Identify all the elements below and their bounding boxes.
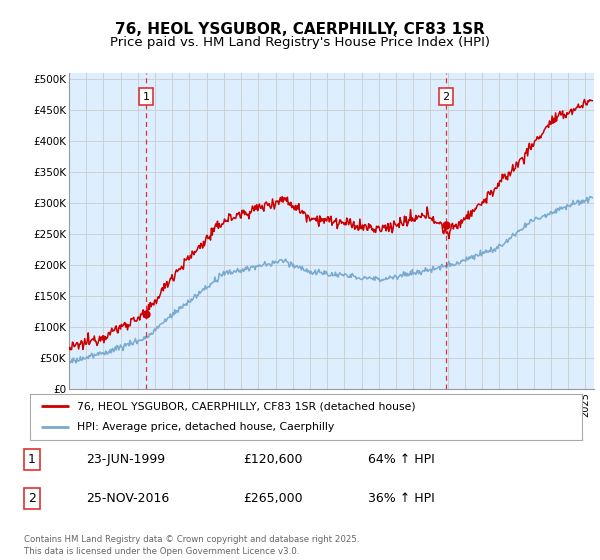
Text: HPI: Average price, detached house, Caerphilly: HPI: Average price, detached house, Caer… bbox=[77, 422, 334, 432]
Text: 2: 2 bbox=[28, 492, 36, 505]
Text: 76, HEOL YSGUBOR, CAERPHILLY, CF83 1SR: 76, HEOL YSGUBOR, CAERPHILLY, CF83 1SR bbox=[115, 22, 485, 38]
Text: 64% ↑ HPI: 64% ↑ HPI bbox=[368, 453, 434, 466]
Text: 1: 1 bbox=[142, 91, 149, 101]
Text: 2: 2 bbox=[442, 91, 449, 101]
Text: Contains HM Land Registry data © Crown copyright and database right 2025.
This d: Contains HM Land Registry data © Crown c… bbox=[24, 535, 359, 556]
Text: 76, HEOL YSGUBOR, CAERPHILLY, CF83 1SR (detached house): 76, HEOL YSGUBOR, CAERPHILLY, CF83 1SR (… bbox=[77, 401, 416, 411]
Text: 1: 1 bbox=[28, 453, 36, 466]
Text: 36% ↑ HPI: 36% ↑ HPI bbox=[368, 492, 434, 505]
Text: £265,000: £265,000 bbox=[244, 492, 303, 505]
Text: £120,600: £120,600 bbox=[244, 453, 303, 466]
Text: Price paid vs. HM Land Registry's House Price Index (HPI): Price paid vs. HM Land Registry's House … bbox=[110, 36, 490, 49]
Text: 25-NOV-2016: 25-NOV-2016 bbox=[86, 492, 169, 505]
Text: 23-JUN-1999: 23-JUN-1999 bbox=[86, 453, 165, 466]
